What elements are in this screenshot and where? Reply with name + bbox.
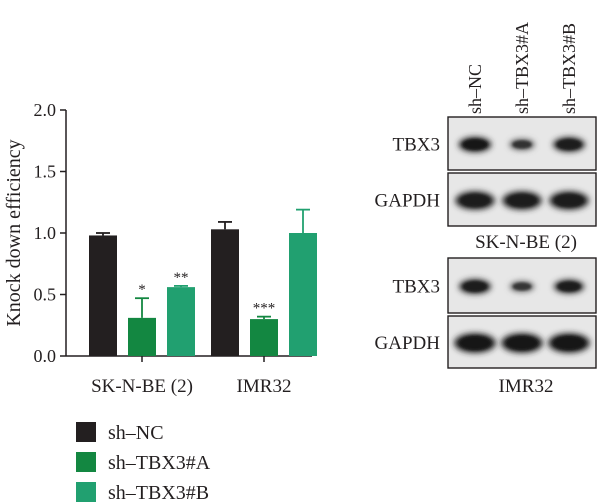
bar xyxy=(89,235,117,356)
significance-label: * xyxy=(138,282,146,298)
bar xyxy=(211,229,239,356)
blot-band-core xyxy=(512,140,532,149)
blot-band-core xyxy=(512,282,532,291)
chart-bars: ****** xyxy=(89,208,317,356)
legend-label: sh–TBX3#A xyxy=(108,452,211,474)
x-tick-label: SK-N-BE (2) xyxy=(91,376,193,397)
y-tick-label: 0.5 xyxy=(34,285,57,305)
blot-band-core xyxy=(506,193,538,208)
bar xyxy=(167,287,195,356)
bar xyxy=(250,319,278,356)
blot-row-label: GAPDH xyxy=(375,333,441,354)
bar xyxy=(289,233,317,356)
y-tick-label: 2.0 xyxy=(34,100,57,120)
lane-labels: sh–NC sh–TBX3#A sh–TBX3#B xyxy=(465,22,579,114)
blot-band-core xyxy=(506,336,538,350)
blot-band-core xyxy=(553,193,585,208)
significance-label: ** xyxy=(174,270,189,286)
legend-label: sh–NC xyxy=(108,422,164,444)
blot-band-core xyxy=(459,193,491,208)
legend-label: sh–TBX3#B xyxy=(108,482,209,504)
blot-band-core xyxy=(556,139,582,150)
blot-band-core xyxy=(557,281,581,292)
blot-row-label: TBX3 xyxy=(393,277,441,298)
y-axis-label: Knock down efficiency xyxy=(3,139,25,326)
blot-row-label: TBX3 xyxy=(393,135,441,156)
x-tick-labels: SK-N-BE (2) IMR32 xyxy=(91,356,291,397)
lane-label: sh–NC xyxy=(465,64,485,114)
lane-label: sh–TBX3#A xyxy=(512,22,532,114)
blot-panels: TBX3 GAPDH SK-N-BE (2) TBX3 GAPDH IMR32 xyxy=(375,116,597,397)
blot-band-core xyxy=(462,139,488,150)
y-tick-label: 1.0 xyxy=(34,223,57,243)
blot-cell-line-label: SK-N-BE (2) xyxy=(475,232,577,253)
legend: sh–NC sh–TBX3#A sh–TBX3#B xyxy=(76,422,211,504)
significance-label: *** xyxy=(253,301,276,317)
blot-band-core xyxy=(462,281,488,292)
blot-band-core xyxy=(553,336,585,350)
y-tick-label: 1.5 xyxy=(34,162,57,182)
lane-label: sh–TBX3#B xyxy=(559,23,579,114)
bar xyxy=(128,317,156,356)
x-tick-label: IMR32 xyxy=(237,376,292,397)
bar-chart: Knock down efficiency 0.00.51.01.52.0 **… xyxy=(3,100,317,397)
legend-swatch xyxy=(76,482,96,502)
legend-swatch xyxy=(76,452,96,472)
western-blot: sh–NC sh–TBX3#A sh–TBX3#B TBX3 GAPDH SK-N-BE… xyxy=(375,22,597,397)
blot-row-label: GAPDH xyxy=(375,191,441,212)
blot-cell-line-label: IMR32 xyxy=(499,376,554,397)
y-tick-label: 0.0 xyxy=(34,346,57,366)
blot-band-core xyxy=(459,336,491,350)
legend-swatch xyxy=(76,422,96,442)
